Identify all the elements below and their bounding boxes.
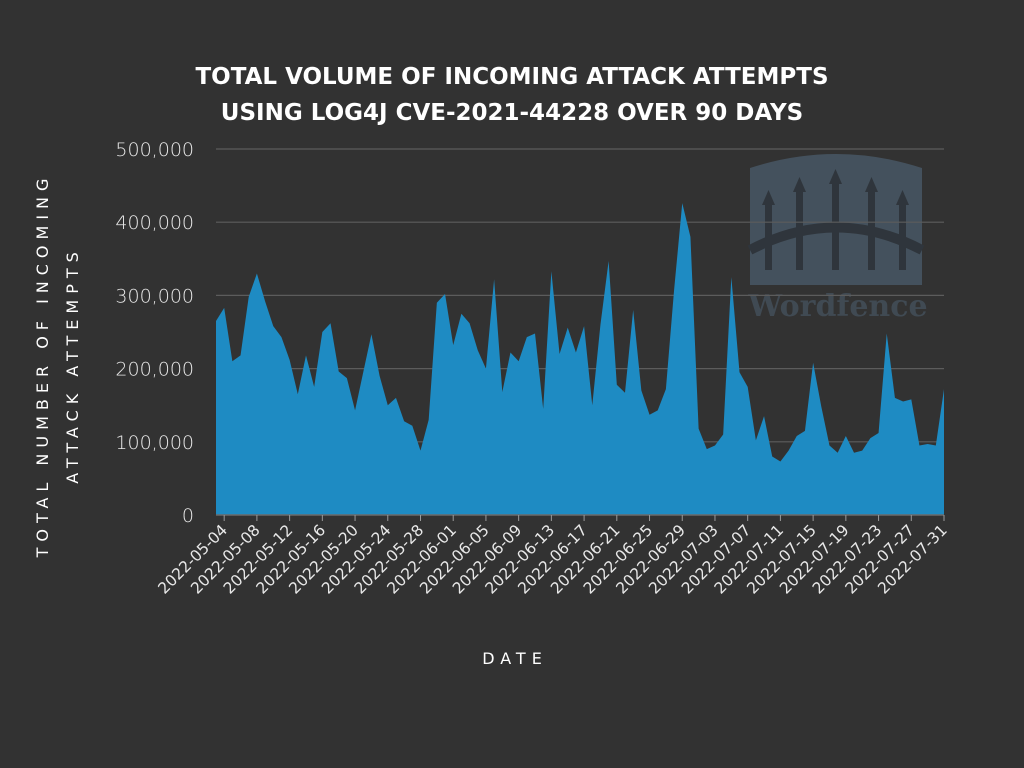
y-tick-label: 500,000 (115, 139, 194, 161)
x-axis-label: DATE (482, 649, 548, 668)
y-tick-label: 200,000 (115, 359, 194, 381)
area-series (216, 203, 944, 516)
y-tick-label: 0 (182, 505, 194, 527)
watermark-text: Wordfence (747, 289, 927, 324)
y-tick-label: 300,000 (115, 285, 194, 307)
wordfence-logo: Wordfence (747, 154, 928, 324)
chart-title-line-1: TOTAL VOLUME OF INCOMING ATTACK ATTEMPTS (195, 64, 828, 90)
watermark-shield-shape (750, 154, 922, 285)
y-axis-ticks: 0 100,000 200,000 300,000 400,000 500,000 (115, 139, 194, 527)
y-tick-label: 100,000 (115, 432, 194, 454)
y-axis-label-line-1: TOTAL NUMBER OF INCOMING (33, 173, 52, 559)
y-axis-label-line-2: ATTACK ATTEMPTS (63, 246, 82, 484)
watermark-bridge-arch (747, 222, 925, 255)
watermark-spears (762, 169, 909, 270)
y-axis-label: TOTAL NUMBER OF INCOMING ATTACK ATTEMPTS (33, 173, 82, 559)
chart-title-line-2: USING LOG4J CVE-2021-44228 OVER 90 DAYS (221, 100, 803, 126)
y-tick-label: 400,000 (115, 212, 194, 234)
